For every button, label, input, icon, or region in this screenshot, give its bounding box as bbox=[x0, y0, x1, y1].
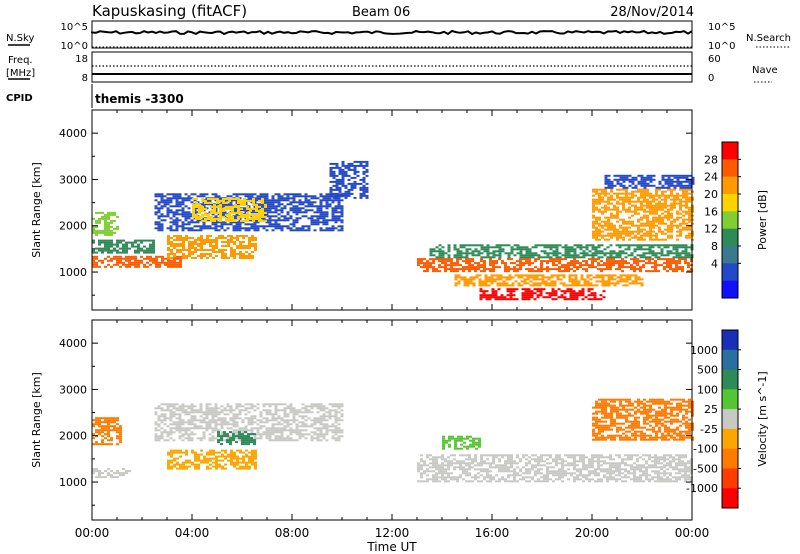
noise-right-tick-bottom: 10^0 bbox=[708, 41, 735, 52]
power-colorbar-segment bbox=[722, 159, 738, 178]
velocity-colorbar-label: -100 bbox=[693, 443, 718, 456]
velocity-colorbar-frame bbox=[721, 329, 739, 509]
noise-left-tick-bottom: 10^0 bbox=[61, 41, 88, 52]
noise-right-tick-top: 10^5 bbox=[708, 22, 735, 33]
velocity-colorbar-label: 500 bbox=[697, 364, 718, 377]
x-tick-label: 00:00 bbox=[75, 526, 110, 540]
velocity-colorbar-segment bbox=[722, 369, 738, 390]
power-region-4 bbox=[192, 198, 267, 222]
freq-right-label: Nave bbox=[752, 65, 778, 76]
velocity-colorbar-label: -500 bbox=[693, 462, 718, 475]
freq-panel-frame bbox=[91, 51, 693, 83]
power-colorbar-label: 24 bbox=[704, 171, 718, 184]
power-ytick-label: 1000 bbox=[59, 266, 87, 279]
power-region-6 bbox=[329, 160, 369, 199]
power-colorbar-label: 16 bbox=[704, 205, 718, 218]
power-region-9 bbox=[454, 274, 644, 287]
power-region-8 bbox=[429, 244, 694, 259]
velocity-region-1 bbox=[92, 417, 122, 446]
velocity-region-6 bbox=[442, 435, 481, 450]
power-region-7 bbox=[417, 258, 693, 273]
velocity-colorbar-label: 1000 bbox=[690, 344, 718, 357]
power-region-11 bbox=[592, 188, 694, 241]
station-title: Kapuskasing (fitACF) bbox=[92, 2, 247, 20]
velocity-colorbar-segment bbox=[722, 349, 738, 371]
power-ytick-label: 4000 bbox=[59, 127, 87, 140]
cpid-value: themis -3300 bbox=[95, 92, 184, 106]
power-region-5 bbox=[167, 235, 257, 259]
velocity-colorbar-segment bbox=[722, 488, 738, 509]
power-panel: 1000 2000 3000 4000 Slant Range [km] 28 24 20 16… bbox=[30, 109, 769, 311]
power-colorbar-label: 20 bbox=[704, 188, 718, 201]
velocity-region-7 bbox=[592, 398, 694, 441]
noise-right-label: N.Search bbox=[746, 33, 791, 44]
x-tick-label: 20:00 bbox=[575, 526, 610, 540]
power-colorbar-segment bbox=[722, 194, 738, 212]
cpid-label: CPID bbox=[6, 93, 33, 104]
velocity-colorbar-segment bbox=[722, 468, 738, 489]
power-ytick-label: 2000 bbox=[59, 220, 87, 233]
power-region-1 bbox=[92, 239, 155, 254]
date-title: 28/Nov/2014 bbox=[610, 5, 694, 20]
velocity-ytick-label: 4000 bbox=[59, 337, 87, 350]
freq-right-tick-bottom: 0 bbox=[708, 73, 714, 84]
velocity-colorbar-segment bbox=[722, 330, 738, 351]
x-axis: 00:00 04:00 08:00 12:00 16:00 20:00 00:00 Time … bbox=[75, 526, 710, 554]
power-colorbar-segment bbox=[722, 228, 738, 247]
x-tick-label: 04:00 bbox=[175, 526, 210, 540]
power-colorbar-label: 8 bbox=[711, 240, 718, 253]
power-ylabel: Slant Range [km] bbox=[30, 162, 43, 258]
velocity-region-4 bbox=[217, 431, 256, 446]
power-ytick-label: 3000 bbox=[59, 173, 87, 186]
power-colorbar-label: 28 bbox=[704, 153, 718, 166]
power-colorbar-segment bbox=[722, 246, 738, 264]
power-colorbar-segment bbox=[722, 176, 738, 195]
velocity-colorbar-segment bbox=[722, 448, 738, 469]
freq-left-tick-top: 18 bbox=[75, 54, 88, 65]
velocity-region-3 bbox=[167, 449, 257, 470]
noise-left-label: N.Sky bbox=[6, 33, 34, 44]
velocity-ytick-label: 2000 bbox=[59, 430, 87, 443]
freq-left-tick-bottom: 8 bbox=[82, 73, 88, 84]
velocity-region-0 bbox=[92, 468, 131, 479]
power-colorbar-segment bbox=[722, 280, 738, 299]
x-tick-label: 00:00 bbox=[675, 526, 710, 540]
power-colorbar-segment bbox=[722, 142, 738, 160]
power-region-10 bbox=[479, 288, 606, 301]
power-region-2 bbox=[92, 211, 119, 236]
beam-title: Beam 06 bbox=[352, 5, 410, 20]
power-colorbar-frame bbox=[721, 141, 739, 299]
noise-left-tick-top: 10^5 bbox=[61, 22, 88, 33]
velocity-colorbar-segment bbox=[722, 409, 738, 430]
velocity-colorbar-segment bbox=[722, 428, 738, 450]
velocity-ylabel: Slant Range [km] bbox=[30, 372, 43, 468]
velocity-colorbar-label: -1000 bbox=[686, 482, 718, 495]
power-colorbar-segment bbox=[722, 211, 738, 230]
velocity-colorbar-label: -25 bbox=[700, 423, 718, 436]
x-tick-label: 12:00 bbox=[375, 526, 410, 540]
velocity-panel: 1000 2000 3000 4000 Slant Range [km] 1000 500 1… bbox=[30, 319, 769, 521]
noise-sky-trace bbox=[91, 29, 693, 36]
power-colorbar-label: 12 bbox=[704, 223, 718, 236]
velocity-region-5 bbox=[417, 454, 693, 483]
freq-left-label-2: [MHz] bbox=[6, 68, 35, 79]
velocity-colorbar-label: 100 bbox=[697, 383, 718, 396]
freq-left-label-1: Freq. bbox=[8, 55, 33, 66]
noise-panel-frame bbox=[91, 20, 693, 49]
x-axis-title: Time UT bbox=[366, 540, 417, 554]
velocity-colorbar-segment bbox=[722, 389, 738, 410]
power-region-12 bbox=[604, 174, 695, 189]
velocity-ytick-label: 3000 bbox=[59, 383, 87, 396]
freq-right-tick-top: 60 bbox=[708, 54, 721, 65]
x-tick-label: 16:00 bbox=[475, 526, 510, 540]
velocity-ytick-label: 1000 bbox=[59, 476, 87, 489]
power-colorbar-label: 4 bbox=[711, 257, 718, 270]
power-colorbar-title: Power [dB] bbox=[756, 190, 769, 250]
velocity-colorbar-title: Velocity [m s^-1] bbox=[756, 371, 769, 466]
power-colorbar-segment bbox=[722, 263, 738, 282]
velocity-colorbar-label: 25 bbox=[704, 403, 718, 416]
x-tick-label: 08:00 bbox=[275, 526, 310, 540]
